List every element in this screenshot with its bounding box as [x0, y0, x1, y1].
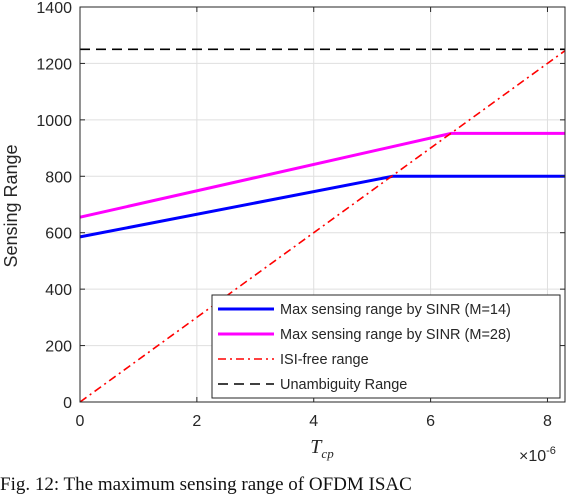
legend: Max sensing range by SINR (M=14) Max sens…	[211, 294, 561, 399]
x-tick-label: 4	[309, 413, 318, 430]
x-tick-label: 2	[192, 413, 201, 430]
x-axis-label: Tcp	[310, 436, 334, 461]
x-tick-label: 6	[426, 413, 435, 430]
x-tick-label: 8	[543, 413, 552, 430]
y-tick-label: 200	[45, 339, 72, 356]
plot-frame	[79, 6, 566, 403]
legend-label-4: Unambiguity Range	[280, 377, 407, 393]
legend-label-2: Max sensing range by SINR (M=28)	[280, 327, 511, 343]
legend-label-3: ISI-free range	[280, 352, 369, 368]
y-tick-label: 400	[45, 282, 72, 299]
y-tick-label: 800	[45, 169, 72, 186]
series-line-3	[79, 50, 566, 403]
figure-caption: Fig. 12: The maximum sensing range of OF…	[0, 474, 412, 495]
y-tick-label: 600	[45, 226, 72, 243]
series-line-1	[79, 174, 565, 239]
series-layer	[79, 48, 566, 403]
y-tick-label: 1000	[36, 113, 72, 130]
y-axis-label: Sensing Range	[1, 144, 21, 267]
series-line-2	[79, 131, 565, 219]
y-tick-label: 0	[63, 395, 72, 412]
y-tick-label: 1400	[36, 0, 72, 17]
legend-label-1: Max sensing range by SINR (M=14)	[280, 302, 511, 318]
tick-labels: 0 2 4 6 8 0 200 400 600 800 1000 1200 1400	[36, 0, 552, 430]
x-tick-label: 0	[76, 413, 85, 430]
y-tick-label: 1200	[36, 56, 72, 73]
x-axis-exponent: ×10-6	[519, 445, 556, 465]
legend-box	[211, 294, 561, 399]
